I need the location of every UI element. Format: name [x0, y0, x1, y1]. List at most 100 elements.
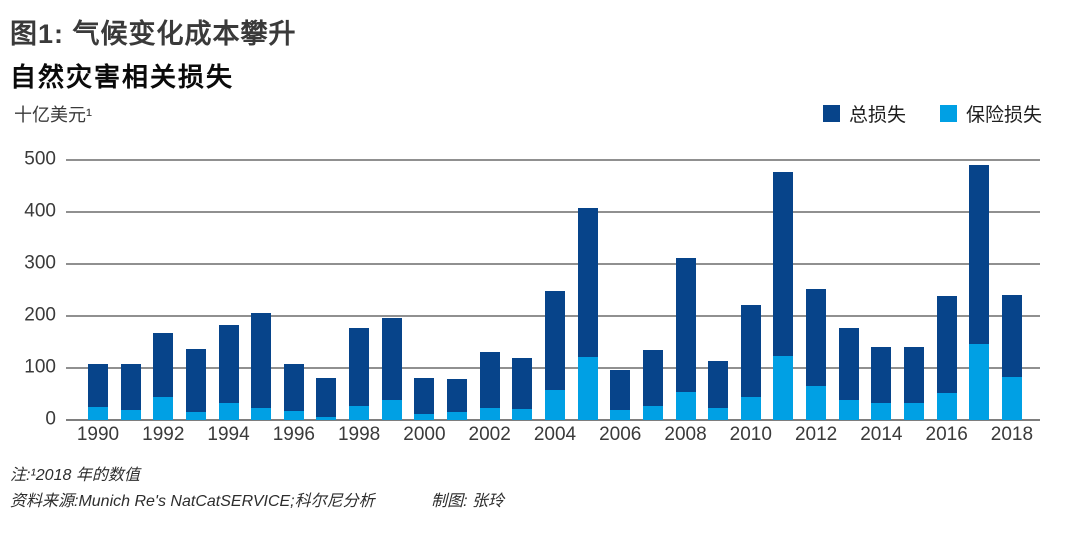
y-tick-label-300: 300: [24, 252, 56, 274]
x-tick-label-1990: 1990: [76, 424, 120, 445]
bar-insured-2014: [871, 403, 892, 420]
chart-title: 自然灾害相关损失: [10, 62, 235, 92]
x-tick-slot-2001: [447, 424, 467, 448]
x-tick-slot-2016: 2016: [926, 424, 968, 448]
bar-total-2016: [936, 295, 957, 420]
bar-insured-1994: [218, 402, 239, 420]
bar-total-1995: [251, 312, 272, 420]
legend-swatch-total-icon: [822, 105, 840, 122]
gridline-300: [66, 263, 1040, 265]
x-tick-label-2016: 2016: [925, 424, 968, 445]
bar-insured-2008: [675, 392, 696, 420]
bar-total-2011: [773, 172, 794, 420]
x-tick-label-2010: 2010: [729, 424, 772, 445]
bar-total-2014: [871, 347, 892, 420]
x-tick-label-2012: 2012: [794, 424, 838, 445]
x-tick-slot-2018: 2018: [991, 424, 1033, 448]
x-tick-slot-2005: [578, 424, 598, 448]
legend-label-insured: 保险损失: [965, 105, 1042, 126]
bar-insured-1991: [120, 409, 141, 420]
x-tick-label-2018: 2018: [990, 424, 1034, 445]
bar-insured-2010: [740, 396, 761, 420]
y-axis-tick-labels: 500 400 300 200 100 0: [0, 149, 56, 430]
x-tick-slot-2006: 2006: [599, 424, 641, 448]
x-tick-slot-1993: [186, 424, 206, 448]
bar-total-2000: [414, 378, 435, 420]
x-tick-label-1998: 1998: [337, 424, 381, 445]
bar-total-2010: [740, 305, 761, 420]
x-tick-slot-2000: 2000: [403, 424, 445, 448]
x-tick-slot-2012: 2012: [795, 424, 837, 448]
x-tick-slot-1994: 1994: [207, 424, 249, 448]
x-tick-slot-1990: 1990: [77, 424, 119, 448]
bar-total-2002: [479, 352, 500, 420]
x-tick-slot-1997: [316, 424, 336, 448]
legend-swatch-insured-icon: [939, 105, 957, 122]
x-tick-slot-2010: 2010: [730, 424, 772, 448]
bar-insured-2006: [610, 410, 631, 420]
bar-total-2012: [806, 288, 827, 420]
legend: 总损失 保险损失: [822, 100, 1042, 127]
gridline-500: [66, 159, 1040, 161]
bar-insured-2016: [936, 393, 957, 420]
footnote: 注:¹2018 年的数值: [10, 467, 140, 484]
bar-insured-1995: [251, 408, 272, 420]
y-axis-unit-label: 十亿美元¹: [14, 105, 92, 125]
bar-insured-2018: [1001, 377, 1022, 420]
x-tick-slot-2007: [643, 424, 663, 448]
credit-text: 制图: 张玲: [431, 493, 504, 510]
x-tick-slot-2002: 2002: [469, 424, 511, 448]
x-tick-slot-2015: [904, 424, 924, 448]
bar-insured-2000: [414, 414, 435, 420]
bar-total-2017: [969, 165, 990, 420]
bar-total-2013: [838, 327, 859, 420]
figure-title: 图1: 气候变化成本攀升: [10, 19, 297, 49]
bar-insured-2005: [577, 356, 598, 420]
bar-insured-2004: [544, 389, 565, 420]
x-tick-slot-1996: 1996: [273, 424, 315, 448]
bar-insured-1999: [381, 400, 402, 420]
source-line: 资料来源:Munich Re's NatCatSERVICE;科尔尼分析 制图:…: [10, 487, 504, 511]
legend-item-insured: 保险损失: [939, 100, 1042, 127]
x-tick-slot-1991: [121, 424, 141, 448]
y-tick-label-400: 400: [24, 200, 56, 222]
bar-total-2005: [577, 207, 598, 420]
bar-total-1994: [218, 325, 239, 420]
bar-total-1990: [88, 364, 108, 420]
legend-label-total: 总损失: [848, 105, 906, 126]
bar-insured-2015: [904, 403, 925, 420]
x-tick-label-1996: 1996: [272, 424, 315, 445]
bar-insured-2011: [773, 355, 794, 420]
x-tick-label-2000: 2000: [403, 424, 446, 445]
x-tick-slot-1998: 1998: [338, 424, 380, 448]
bar-total-2015: [904, 347, 925, 420]
bar-insured-1997: [316, 416, 337, 420]
bar-insured-2009: [708, 408, 729, 420]
bar-total-1998: [349, 327, 370, 420]
plot-area: [66, 159, 1040, 421]
y-tick-label-500: 500: [24, 148, 56, 170]
bar-insured-1992: [153, 396, 174, 420]
bar-insured-1993: [185, 412, 206, 420]
bar-total-2007: [642, 349, 663, 420]
x-tick-label-1994: 1994: [207, 424, 250, 445]
bar-total-1996: [283, 363, 304, 420]
y-tick-label-100: 100: [24, 356, 56, 378]
x-tick-slot-1995: [251, 424, 271, 448]
x-tick-slot-2003: [512, 424, 532, 448]
bar-total-1997: [316, 378, 337, 420]
y-tick-label-200: 200: [24, 304, 56, 326]
source-text: 资料来源:Munich Re's NatCatSERVICE;科尔尼分析: [10, 493, 375, 510]
x-tick-label-2008: 2008: [664, 424, 707, 445]
gridline-400: [66, 211, 1040, 213]
bar-insured-2002: [479, 408, 500, 420]
bar-total-2008: [675, 258, 696, 420]
x-axis-tick-labels: 1990 1992 1994 1996 1998 2000 2002 2004 2006 2008…: [66, 424, 1040, 448]
bar-total-2001: [447, 379, 468, 420]
bar-total-2003: [512, 357, 533, 420]
bar-total-1991: [120, 363, 141, 420]
bar-insured-1998: [349, 405, 370, 420]
bar-total-2004: [544, 290, 565, 420]
x-tick-slot-1999: [382, 424, 402, 448]
x-tick-slot-2014: 2014: [860, 424, 902, 448]
